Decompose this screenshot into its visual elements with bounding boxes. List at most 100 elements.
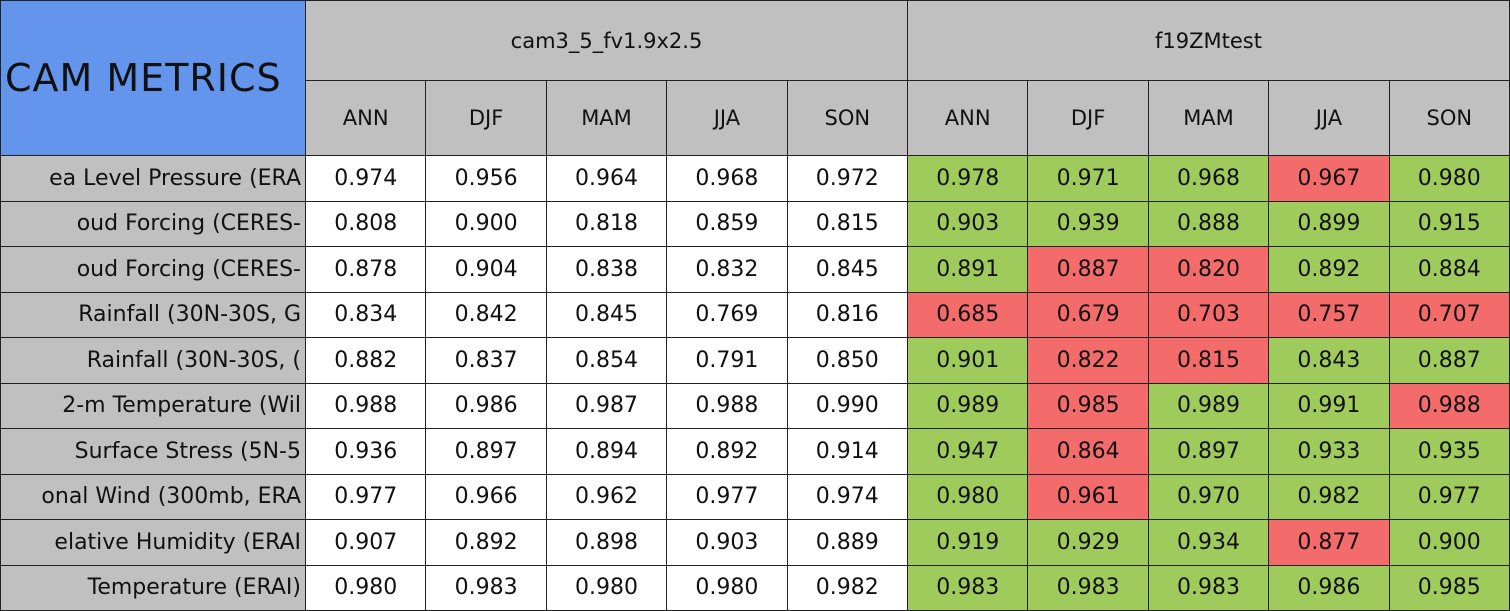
metric-cell: 0.983 bbox=[1147, 564, 1270, 611]
metric-cell: 0.980 bbox=[1388, 155, 1510, 202]
metric-cell: 0.968 bbox=[666, 155, 788, 202]
metric-cell: 0.757 bbox=[1268, 291, 1390, 338]
metric-cell: 0.769 bbox=[666, 291, 788, 338]
metric-cell: 0.989 bbox=[1147, 382, 1270, 429]
metric-cell: 0.903 bbox=[666, 519, 788, 566]
metric-cell: 0.961 bbox=[1027, 473, 1149, 520]
metric-cell: 0.815 bbox=[1147, 337, 1270, 384]
metric-cell: 0.882 bbox=[305, 337, 427, 384]
metric-cell: 0.982 bbox=[1268, 473, 1390, 520]
metric-cell: 0.822 bbox=[1027, 337, 1149, 384]
metric-cell: 0.914 bbox=[786, 428, 908, 475]
metric-cell: 0.962 bbox=[545, 473, 668, 520]
metric-cell: 0.842 bbox=[425, 291, 547, 338]
metric-cell: 0.988 bbox=[1388, 382, 1510, 429]
metric-cell: 0.679 bbox=[1027, 291, 1149, 338]
metric-cell: 0.892 bbox=[666, 428, 788, 475]
row-label: 2-m Temperature (Wil bbox=[0, 382, 306, 429]
metric-cell: 0.878 bbox=[305, 246, 427, 293]
metric-cell: 0.980 bbox=[666, 564, 788, 611]
metric-cell: 0.864 bbox=[1027, 428, 1149, 475]
metric-cell: 0.991 bbox=[1268, 382, 1390, 429]
metric-cell: 0.974 bbox=[305, 155, 427, 202]
metric-cell: 0.791 bbox=[666, 337, 788, 384]
metric-cell: 0.900 bbox=[1388, 519, 1510, 566]
row-label: ea Level Pressure (ERA bbox=[0, 155, 306, 202]
metric-cell: 0.884 bbox=[1388, 246, 1510, 293]
metric-cell: 0.832 bbox=[666, 246, 788, 293]
metric-cell: 0.877 bbox=[1268, 519, 1390, 566]
row-label: Rainfall (30N-30S, ( bbox=[0, 337, 306, 384]
metric-cell: 0.936 bbox=[305, 428, 427, 475]
metric-cell: 0.897 bbox=[1147, 428, 1270, 475]
metric-cell: 0.983 bbox=[425, 564, 547, 611]
metric-cell: 0.900 bbox=[425, 200, 547, 247]
metric-cell: 0.971 bbox=[1027, 155, 1149, 202]
season-header: ANN bbox=[305, 80, 427, 156]
metric-cell: 0.989 bbox=[907, 382, 1029, 429]
metric-cell: 0.816 bbox=[786, 291, 908, 338]
metric-cell: 0.815 bbox=[786, 200, 908, 247]
metric-cell: 0.935 bbox=[1388, 428, 1510, 475]
metric-cell: 0.859 bbox=[666, 200, 788, 247]
metric-cell: 0.892 bbox=[425, 519, 547, 566]
metric-cell: 0.904 bbox=[425, 246, 547, 293]
metric-cell: 0.845 bbox=[786, 246, 908, 293]
metric-cell: 0.982 bbox=[786, 564, 908, 611]
row-label: elative Humidity (ERAI bbox=[0, 519, 306, 566]
metric-cell: 0.818 bbox=[545, 200, 668, 247]
metric-cell: 0.843 bbox=[1268, 337, 1390, 384]
metric-cell: 0.980 bbox=[305, 564, 427, 611]
metric-cell: 0.934 bbox=[1147, 519, 1270, 566]
metric-cell: 0.987 bbox=[545, 382, 668, 429]
metric-cell: 0.978 bbox=[907, 155, 1029, 202]
season-header: JJA bbox=[666, 80, 788, 156]
metric-cell: 0.899 bbox=[1268, 200, 1390, 247]
metric-cell: 0.850 bbox=[786, 337, 908, 384]
season-header: DJF bbox=[1027, 80, 1149, 156]
metric-cell: 0.897 bbox=[425, 428, 547, 475]
metric-cell: 0.837 bbox=[425, 337, 547, 384]
metric-cell: 0.808 bbox=[305, 200, 427, 247]
metric-cell: 0.983 bbox=[1027, 564, 1149, 611]
metric-cell: 0.980 bbox=[545, 564, 668, 611]
metric-cell: 0.968 bbox=[1147, 155, 1270, 202]
metric-cell: 0.891 bbox=[907, 246, 1029, 293]
metric-cell: 0.703 bbox=[1147, 291, 1270, 338]
metric-cell: 0.977 bbox=[1388, 473, 1510, 520]
metric-cell: 0.972 bbox=[786, 155, 908, 202]
metric-cell: 0.707 bbox=[1388, 291, 1510, 338]
metric-cell: 0.901 bbox=[907, 337, 1029, 384]
metric-cell: 0.988 bbox=[305, 382, 427, 429]
metric-cell: 0.983 bbox=[907, 564, 1029, 611]
season-header: SON bbox=[786, 80, 908, 156]
metric-cell: 0.898 bbox=[545, 519, 668, 566]
metric-cell: 0.887 bbox=[1388, 337, 1510, 384]
metric-cell: 0.966 bbox=[425, 473, 547, 520]
metric-cell: 0.990 bbox=[786, 382, 908, 429]
metric-cell: 0.956 bbox=[425, 155, 547, 202]
metric-cell: 0.915 bbox=[1388, 200, 1510, 247]
metric-cell: 0.820 bbox=[1147, 246, 1270, 293]
table-title: CAM METRICS bbox=[0, 0, 306, 156]
metric-cell: 0.977 bbox=[305, 473, 427, 520]
metric-cell: 0.970 bbox=[1147, 473, 1270, 520]
metric-cell: 0.974 bbox=[786, 473, 908, 520]
metric-cell: 0.685 bbox=[907, 291, 1029, 338]
metric-cell: 0.892 bbox=[1268, 246, 1390, 293]
metric-cell: 0.919 bbox=[907, 519, 1029, 566]
row-label: oud Forcing (CERES- bbox=[0, 200, 306, 247]
metric-cell: 0.988 bbox=[666, 382, 788, 429]
metric-cell: 0.939 bbox=[1027, 200, 1149, 247]
season-header: MAM bbox=[545, 80, 668, 156]
row-label: Temperature (ERAI) bbox=[0, 564, 306, 611]
row-label: oud Forcing (CERES- bbox=[0, 246, 306, 293]
metric-cell: 0.889 bbox=[786, 519, 908, 566]
row-label: Rainfall (30N-30S, G bbox=[0, 291, 306, 338]
season-header: JJA bbox=[1268, 80, 1390, 156]
season-header: DJF bbox=[425, 80, 547, 156]
group-header: cam3_5_fv1.9x2.5 bbox=[305, 0, 908, 81]
metric-cell: 0.980 bbox=[907, 473, 1029, 520]
row-label: onal Wind (300mb, ERA bbox=[0, 473, 306, 520]
metric-cell: 0.986 bbox=[425, 382, 547, 429]
